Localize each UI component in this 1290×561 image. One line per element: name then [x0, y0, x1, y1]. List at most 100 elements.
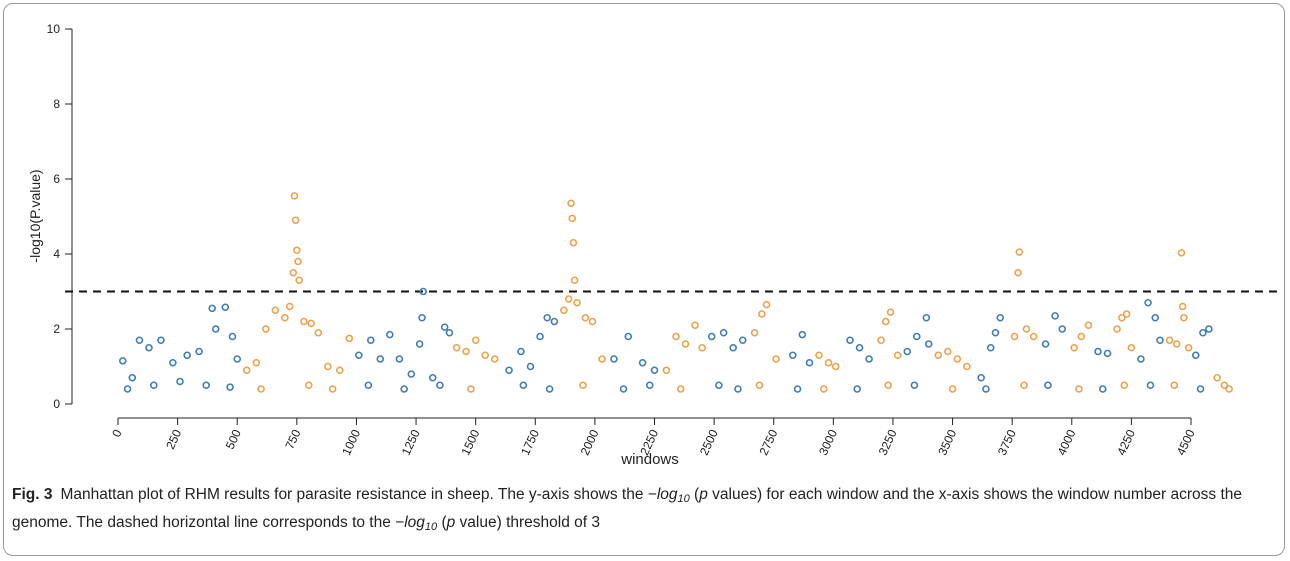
x-tick-label: 4250 [1114, 427, 1138, 457]
point [996, 313, 1005, 322]
point [738, 336, 747, 345]
point [772, 355, 780, 363]
point [1151, 313, 1160, 322]
point [355, 351, 363, 360]
point [285, 302, 294, 311]
point [805, 358, 814, 367]
caption-text: p [699, 486, 708, 503]
point [1015, 248, 1024, 256]
point [428, 373, 437, 382]
caption-text: log [404, 514, 425, 531]
point [328, 385, 337, 393]
point [1180, 313, 1188, 322]
point [314, 328, 323, 337]
point [1020, 381, 1028, 390]
point [467, 385, 475, 393]
point [638, 358, 647, 367]
point [1120, 381, 1129, 390]
point [149, 381, 158, 390]
x-tick-label: 0 [109, 427, 125, 439]
point [1118, 313, 1126, 322]
point [1170, 381, 1179, 390]
point [755, 381, 764, 390]
point [386, 330, 394, 339]
caption: Fig. 3 Manhattan plot of RHM results for … [12, 483, 1274, 539]
y-tick-label: 10 [47, 22, 61, 36]
point [1041, 340, 1050, 348]
point [300, 317, 308, 326]
point [884, 381, 892, 390]
point [395, 355, 404, 363]
x-tick-label: 3250 [876, 427, 900, 457]
point [452, 343, 461, 352]
point [208, 304, 216, 313]
point [202, 381, 211, 390]
point [963, 362, 971, 371]
point [734, 385, 742, 393]
y-tick-label: 4 [53, 247, 60, 261]
point [991, 328, 1000, 337]
point [183, 351, 191, 360]
point [519, 381, 528, 390]
x-axis-label: windows [620, 451, 679, 468]
x-tick-label: 3500 [935, 427, 959, 457]
point [376, 355, 385, 363]
point [471, 336, 480, 345]
point [145, 343, 153, 352]
point [291, 216, 300, 225]
x-tick-label: 2000 [578, 427, 602, 457]
chart: -log10(P.value) windows 0 2 4 6 8 10 0 250 500 75… [27, 22, 1280, 468]
point [418, 313, 426, 322]
caption-label: Fig. 3 [12, 486, 53, 503]
point [128, 373, 137, 382]
point [568, 214, 577, 223]
point [762, 300, 771, 309]
point [793, 385, 802, 393]
point [1191, 351, 1200, 360]
point [1184, 343, 1193, 352]
point [681, 340, 690, 348]
x-tick-label: 2500 [697, 427, 721, 457]
point [1213, 373, 1222, 382]
x-tick-label: 4000 [1055, 427, 1079, 457]
point [886, 308, 895, 316]
x-tick-label: 1500 [458, 427, 482, 457]
point [1014, 268, 1022, 277]
point [877, 336, 885, 345]
x-tick-label: 1250 [399, 427, 423, 457]
point [517, 347, 525, 356]
point [1077, 332, 1086, 341]
point [505, 366, 513, 375]
x-tick-label: 1750 [518, 427, 542, 457]
point [1098, 385, 1107, 393]
point [169, 358, 177, 367]
point [1113, 325, 1121, 333]
point [1058, 325, 1067, 333]
point [304, 381, 313, 390]
point [1177, 249, 1186, 257]
point [719, 328, 728, 337]
point [445, 328, 454, 337]
point [831, 362, 840, 371]
point [1122, 310, 1131, 318]
point [567, 199, 575, 208]
point [1137, 355, 1145, 363]
point [462, 347, 470, 356]
point [982, 385, 990, 393]
point [294, 257, 302, 266]
point [588, 317, 597, 326]
point [407, 370, 416, 378]
point [364, 381, 373, 390]
point [715, 381, 723, 390]
caption-text: values) for each window and the x-axis s… [12, 486, 1242, 531]
point [176, 377, 184, 386]
point [415, 340, 424, 348]
point [729, 343, 737, 352]
point [1199, 328, 1207, 337]
point [707, 332, 716, 341]
point [819, 385, 828, 393]
x-tick-label: 500 [223, 427, 244, 451]
point [881, 317, 890, 326]
caption-text: Manhattan plot of RHM results for parasi… [60, 486, 657, 503]
y-tick-label: 8 [53, 97, 60, 111]
